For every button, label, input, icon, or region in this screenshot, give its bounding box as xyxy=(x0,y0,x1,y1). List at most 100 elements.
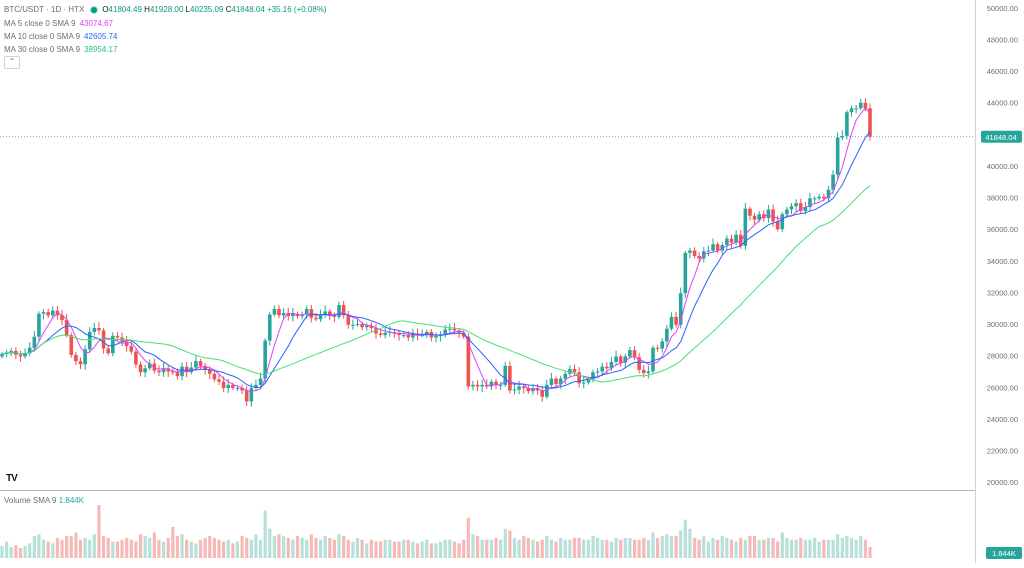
candle-body xyxy=(683,252,688,294)
y-tick-label: 30000.00 xyxy=(987,320,1018,329)
volume-bar xyxy=(0,546,4,558)
volume-bar xyxy=(489,539,494,558)
ma30-legend[interactable]: MA 30 close 0 SMA 9 38954.17 xyxy=(4,45,117,55)
candle-body xyxy=(46,312,50,316)
volume-bar xyxy=(702,536,706,558)
ma10-legend[interactable]: MA 10 close 0 SMA 9 42605.74 xyxy=(4,32,117,42)
volume-bar xyxy=(656,537,660,558)
market-status-icon xyxy=(90,5,99,14)
candle xyxy=(254,379,258,391)
volume-bar xyxy=(41,539,46,558)
tradingview-logo-icon[interactable]: TV xyxy=(6,473,18,484)
candle-body xyxy=(286,312,291,317)
volume-bar xyxy=(605,539,609,558)
candle-body xyxy=(817,196,822,199)
volume-bar xyxy=(439,541,443,558)
candle xyxy=(697,252,701,262)
ma5-legend[interactable]: MA 5 close 0 SMA 9 43074.67 xyxy=(4,19,113,29)
volume-bar xyxy=(868,547,872,558)
candle xyxy=(494,378,498,390)
volume-bar xyxy=(849,537,854,558)
candle-body xyxy=(794,203,798,207)
candle-body xyxy=(623,356,628,363)
candle xyxy=(577,367,581,388)
candle xyxy=(471,380,475,391)
candle-body xyxy=(18,354,23,357)
y-tick-label: 20000.00 xyxy=(987,478,1018,487)
candle-body xyxy=(632,350,637,358)
candle-body xyxy=(411,333,415,338)
candle xyxy=(411,328,415,342)
candle xyxy=(826,185,831,203)
candle-body xyxy=(272,309,277,315)
volume-bar xyxy=(729,539,734,558)
candle-body xyxy=(660,341,665,349)
candle-body xyxy=(184,366,189,373)
candle xyxy=(383,327,388,339)
collapse-legend-button[interactable]: ⌃ xyxy=(4,56,20,69)
candle xyxy=(332,312,337,323)
volume-bar xyxy=(314,537,318,558)
candle xyxy=(212,369,217,382)
volume-bar xyxy=(808,539,812,558)
volume-bar xyxy=(74,532,78,558)
candle xyxy=(32,330,37,352)
volume-bar xyxy=(134,541,138,558)
candle xyxy=(337,301,341,320)
candle xyxy=(554,376,558,388)
candle-body xyxy=(346,315,351,325)
candle xyxy=(521,384,526,394)
candle-body xyxy=(812,198,817,200)
volume-bar xyxy=(466,517,470,558)
candle xyxy=(812,196,817,204)
volume-bar xyxy=(166,537,170,558)
volume-bar xyxy=(28,543,32,558)
candle-body xyxy=(111,335,115,354)
candle-body xyxy=(194,361,198,368)
volume-bar xyxy=(88,539,92,558)
candle-body xyxy=(822,196,826,199)
candle xyxy=(194,355,198,371)
volume-bar xyxy=(328,537,332,558)
candle-body xyxy=(258,378,263,385)
candle xyxy=(152,358,157,374)
candle-body xyxy=(74,354,78,362)
volume-bar xyxy=(18,547,23,558)
volume-bar xyxy=(101,536,106,558)
candle-body xyxy=(360,324,364,328)
volume-legend[interactable]: Volume SMA 9 1.844K xyxy=(4,496,84,505)
candle xyxy=(388,326,392,337)
candle xyxy=(858,98,863,111)
candle-body xyxy=(868,108,872,137)
candle xyxy=(401,331,406,338)
candle-body xyxy=(263,340,267,379)
volume-bar xyxy=(660,536,664,558)
volume-bar xyxy=(706,541,711,558)
volume-bar xyxy=(46,541,50,558)
volume-bar xyxy=(665,534,669,558)
volume-bar xyxy=(23,546,27,558)
candle xyxy=(101,327,106,354)
candle-body xyxy=(314,317,318,320)
volume-bar xyxy=(111,541,115,558)
volume-bar xyxy=(512,537,517,558)
candle-body xyxy=(600,366,605,372)
candle xyxy=(272,305,277,317)
candle-body xyxy=(489,381,494,387)
candle-body xyxy=(351,324,355,326)
candle-body xyxy=(434,335,438,338)
ma5-label: MA 5 close 0 SMA 9 xyxy=(4,19,76,28)
candle xyxy=(452,322,457,335)
candle-body xyxy=(669,316,674,329)
volume-bar xyxy=(318,539,323,558)
candle-body xyxy=(50,310,55,316)
candle xyxy=(512,384,517,395)
candle-body xyxy=(775,221,780,230)
last-volume-badge xyxy=(986,547,1022,559)
candle-body xyxy=(734,234,738,243)
volume-bar xyxy=(831,539,835,558)
candle xyxy=(240,384,244,395)
volume-bar xyxy=(355,537,360,558)
